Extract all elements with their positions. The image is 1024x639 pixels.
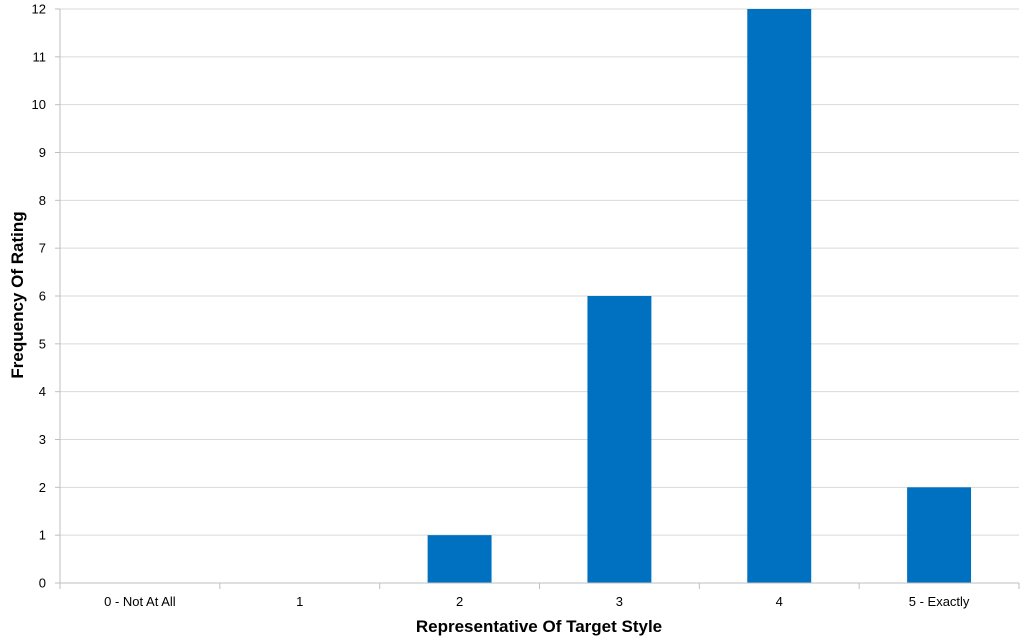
bar (907, 487, 972, 583)
x-tick-label: 3 (616, 594, 623, 609)
x-tick-label: 4 (776, 594, 783, 609)
x-tick-label: 1 (296, 594, 303, 609)
y-tick-label: 5 (39, 336, 46, 351)
y-tick-label: 8 (39, 193, 46, 208)
x-tick-label: 5 - Exactly (909, 594, 970, 609)
y-tick-label: 2 (39, 480, 46, 495)
y-tick-label: 9 (39, 145, 46, 160)
axes (55, 8, 1020, 589)
y-tick-label: 4 (39, 384, 46, 399)
y-tick-label: 10 (32, 97, 46, 112)
bar (427, 535, 492, 583)
bars (427, 9, 972, 583)
x-tick-label: 2 (456, 594, 463, 609)
bar (747, 9, 812, 583)
bar (587, 296, 652, 583)
y-tick-label: 7 (39, 241, 46, 256)
y-axis-title: Frequency Of Rating (8, 211, 27, 378)
gridlines (60, 8, 1019, 536)
y-tick-label: 12 (32, 2, 46, 17)
y-tick-label: 1 (39, 528, 46, 543)
y-tick-label: 0 (39, 576, 46, 591)
x-axis-title: Representative Of Target Style (416, 617, 662, 636)
y-tick-label: 3 (39, 432, 46, 447)
y-tick-label: 11 (33, 49, 47, 64)
x-tick-labels: 0 - Not At All 1 2 3 4 5 - Exactly (104, 594, 970, 609)
x-tick-label: 0 - Not At All (104, 594, 176, 609)
y-tick-label: 6 (39, 289, 46, 304)
